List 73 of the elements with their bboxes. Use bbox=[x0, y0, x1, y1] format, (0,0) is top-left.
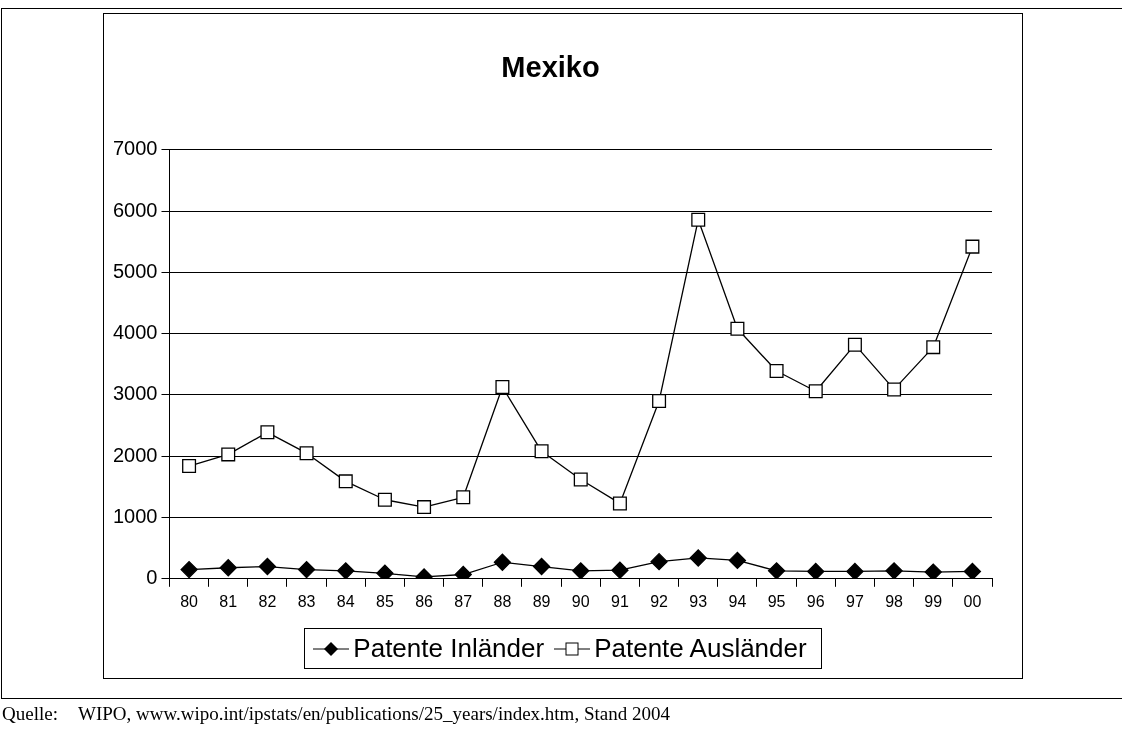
point bbox=[338, 474, 353, 489]
point bbox=[532, 557, 551, 576]
x-tick-label: 91 bbox=[611, 592, 629, 610]
x-tick-label: 88 bbox=[493, 592, 512, 610]
x-tick-label: 80 bbox=[180, 592, 199, 610]
point bbox=[965, 239, 980, 254]
x-tick-label: 93 bbox=[689, 592, 708, 610]
point bbox=[456, 490, 471, 505]
point bbox=[611, 561, 629, 579]
point bbox=[495, 379, 510, 394]
point bbox=[963, 562, 982, 579]
x-tick-label: 98 bbox=[885, 592, 904, 610]
point bbox=[730, 321, 745, 336]
source-note: Quelle: WIPO, www.wipo.int/ipstats/en/publications/25_years/index.htm, Stand 2004 bbox=[2, 703, 670, 725]
y-tick-label: 1000 bbox=[112, 505, 158, 528]
x-tick-label: 97 bbox=[846, 592, 864, 610]
x-tick-label: 94 bbox=[728, 592, 747, 610]
x-tick-label: 82 bbox=[258, 592, 277, 610]
point bbox=[221, 447, 236, 462]
x-tick-label: 86 bbox=[415, 592, 434, 610]
y-tick-label: 3000 bbox=[112, 382, 158, 405]
point bbox=[493, 553, 512, 571]
y-tick-label: 6000 bbox=[112, 198, 158, 221]
x-tick-label: 96 bbox=[806, 592, 825, 610]
y-tick-label: 5000 bbox=[112, 259, 158, 282]
legend-label: Patente Ausländer bbox=[594, 633, 807, 664]
y-tick-label: 0 bbox=[146, 566, 158, 589]
point bbox=[573, 472, 588, 487]
point bbox=[377, 492, 392, 507]
chart-title: Mexiko bbox=[501, 51, 600, 84]
legend-label: Patente Inländer bbox=[353, 633, 545, 664]
point bbox=[572, 562, 590, 579]
point bbox=[180, 560, 198, 579]
x-tick-label: 87 bbox=[454, 592, 473, 610]
x-tick-label: 84 bbox=[336, 592, 355, 610]
point bbox=[299, 446, 314, 461]
x-tick-label: 00 bbox=[963, 592, 982, 610]
point bbox=[691, 212, 706, 227]
point bbox=[808, 384, 823, 399]
x-tick-label: 99 bbox=[924, 592, 943, 610]
point bbox=[689, 549, 707, 567]
point bbox=[337, 562, 355, 579]
y-tick-label: 4000 bbox=[112, 321, 158, 344]
point bbox=[847, 337, 862, 352]
x-tick-label: 89 bbox=[532, 592, 551, 610]
point bbox=[260, 425, 275, 440]
point bbox=[728, 551, 747, 570]
y-tick-label: 7000 bbox=[112, 137, 158, 160]
y-tick-label: 2000 bbox=[112, 443, 158, 466]
point bbox=[650, 552, 668, 571]
point bbox=[807, 562, 825, 579]
point bbox=[182, 459, 197, 474]
point bbox=[258, 557, 277, 576]
x-tick-label: 92 bbox=[650, 592, 669, 610]
point bbox=[612, 496, 627, 511]
point bbox=[297, 560, 316, 579]
point bbox=[767, 562, 786, 579]
point bbox=[417, 500, 432, 515]
point bbox=[846, 562, 864, 579]
point bbox=[769, 364, 784, 379]
point bbox=[924, 563, 942, 579]
x-tick-label: 90 bbox=[571, 592, 590, 610]
point bbox=[534, 444, 549, 459]
point bbox=[887, 382, 902, 397]
x-tick-label: 81 bbox=[219, 592, 238, 610]
point bbox=[652, 394, 667, 409]
point bbox=[219, 559, 237, 577]
x-tick-label: 83 bbox=[297, 592, 316, 610]
x-tick-label: 95 bbox=[767, 592, 786, 610]
x-tick-label: 85 bbox=[376, 592, 394, 610]
point bbox=[885, 562, 903, 579]
point bbox=[926, 340, 941, 355]
point bbox=[376, 564, 394, 579]
